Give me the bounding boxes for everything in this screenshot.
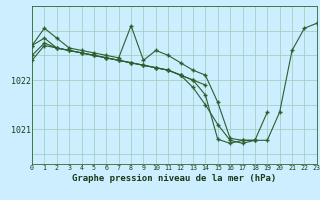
X-axis label: Graphe pression niveau de la mer (hPa): Graphe pression niveau de la mer (hPa) [72, 174, 276, 183]
